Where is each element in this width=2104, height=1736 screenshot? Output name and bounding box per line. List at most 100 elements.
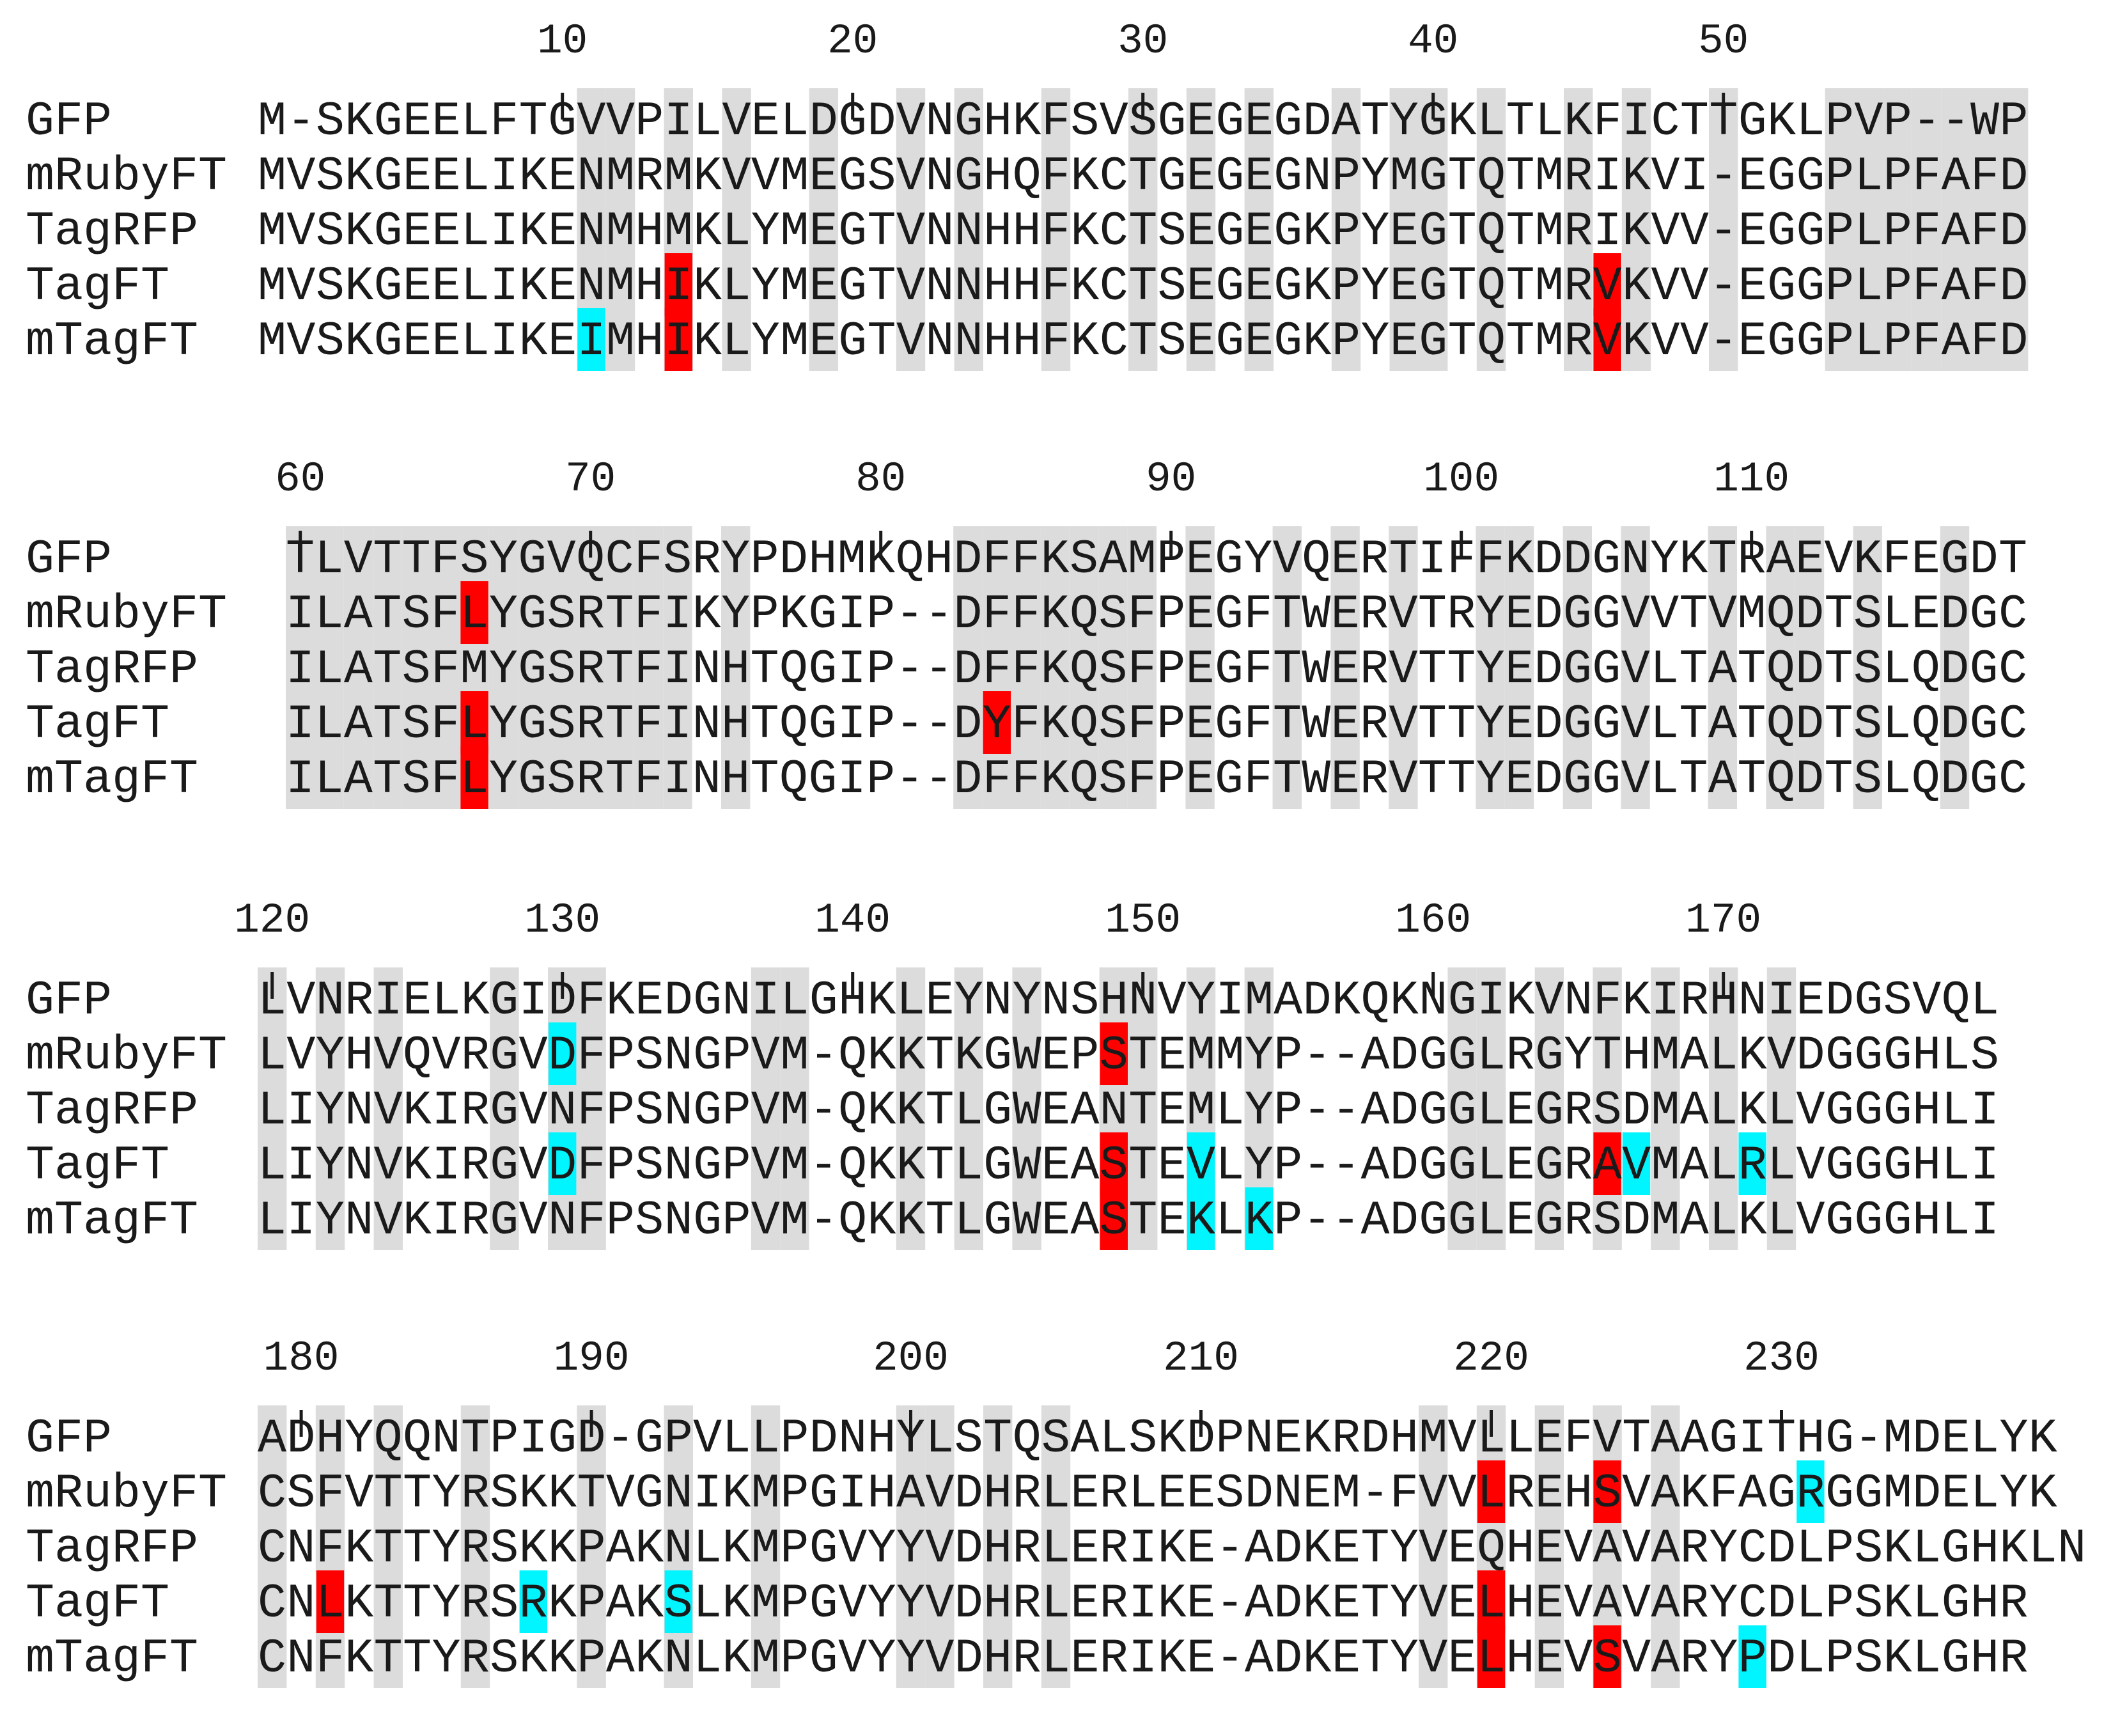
sequence-residues: CNFKTTYRSKKPAKNLKMPGVYYVDHRLERIKE-ADKETY…	[258, 1522, 2086, 1576]
conserved-column	[1331, 88, 1361, 371]
conserved-column	[1330, 526, 1360, 809]
position-number: 130	[524, 896, 600, 944]
sequence-residues: TLVTTFSYGVQCFSRYPDHMKQHDFFKSAMPEGYVQERTI…	[286, 533, 2027, 587]
conserved-column	[315, 967, 345, 1250]
conserved-column	[373, 967, 403, 1250]
conserved-column	[401, 526, 431, 809]
conserved-column	[664, 1405, 693, 1688]
conserved-column	[1709, 88, 1738, 371]
position-number: 190	[554, 1334, 630, 1382]
conserved-column	[577, 1405, 606, 1688]
sequence-name: GFP	[26, 1412, 112, 1466]
conserved-column	[1419, 1405, 1448, 1688]
conserved-column	[1244, 88, 1274, 371]
sequence-residues: MVSKGEELIKEIMHIKLYMEGTVNNHHFKCTSEGEGKPYE…	[258, 315, 2028, 369]
sequence-name: mTagFT	[26, 1194, 198, 1248]
conserved-column	[954, 88, 983, 371]
sequence-name: mTagFT	[26, 1632, 198, 1686]
conserved-column	[1825, 88, 1854, 371]
conserved-column	[1564, 88, 1593, 371]
conserved-column	[1476, 88, 1506, 371]
red-highlight	[460, 691, 488, 754]
red-highlight	[1477, 1460, 1506, 1523]
conserved-column	[663, 526, 692, 809]
conserved-column	[1795, 526, 1825, 809]
position-number: 120	[234, 896, 310, 944]
red-highlight	[664, 308, 692, 371]
sequence-name: mTagFT	[26, 753, 198, 807]
sequence-residues: ILATSFLYGSRTFIKYPKGIP--DFFKQSFPEGFTWERVT…	[286, 588, 2027, 642]
sequence-residues: MVSKGEELIKENMRMKVVMEGSVNGHQFKCTGEGEGNPYM…	[258, 150, 2028, 204]
conserved-column	[258, 967, 287, 1250]
conserved-column	[1970, 88, 1999, 371]
sequence-name: TagRFP	[26, 643, 198, 697]
conserved-column	[1389, 526, 1418, 809]
cyan-highlight	[577, 308, 605, 371]
conserved-column	[518, 526, 547, 809]
conserved-column	[953, 526, 983, 809]
conserved-column	[343, 526, 373, 809]
sequence-residues: MVSKGEELIKENMHMKLYMEGTVNNHHFKCTSEGEGKPYE…	[258, 205, 2028, 259]
position-number: 30	[1118, 17, 1168, 65]
conserved-column	[1476, 526, 1505, 809]
red-highlight	[1477, 1570, 1506, 1633]
conserved-column	[1621, 88, 1651, 371]
sequence-residues: LIYNVKIRGVDFPSNGPVM-QKKTLGWEASTEVLYP--AD…	[258, 1139, 1999, 1193]
conserved-column	[954, 967, 983, 1250]
sequence-name: GFP	[26, 974, 112, 1028]
red-highlight	[1100, 1022, 1128, 1085]
conserved-column	[1912, 88, 1942, 371]
conserved-column	[634, 526, 664, 809]
conserved-column	[780, 967, 809, 1250]
conserved-column	[896, 1405, 926, 1688]
conserved-column	[1766, 526, 1795, 809]
sequence-name: mRubyFT	[26, 1029, 227, 1083]
position-number: 40	[1408, 17, 1458, 65]
position-number: 60	[275, 455, 325, 503]
red-highlight	[983, 691, 1011, 754]
position-number: 150	[1105, 896, 1181, 944]
conserved-column	[1476, 967, 1506, 1250]
sequence-residues: LVNRIELKGIDFKEDGNILGHKLEYNYNSHNVYIMADKQK…	[258, 974, 1999, 1028]
conserved-column	[1621, 526, 1650, 809]
conserved-column	[1272, 526, 1302, 809]
position-number: 210	[1163, 1334, 1239, 1382]
conserved-column	[577, 967, 606, 1250]
red-highlight	[316, 1570, 345, 1633]
red-highlight	[1593, 1132, 1621, 1195]
conserved-column	[1708, 526, 1737, 809]
sequence-name: TagRFP	[26, 1084, 198, 1138]
sequence-name: TagRFP	[26, 1522, 198, 1576]
conserved-column	[1651, 1405, 1680, 1688]
sequence-residues: CNLKTTYRSRKPAKSLKMPGVYYVDHRLERIKE-ADKETY…	[258, 1577, 2028, 1631]
position-number: 110	[1713, 455, 1789, 503]
sequence-residues: MVSKGEELIKENMHIKLYMEGTVNNHHFKCTSEGEGKPYE…	[258, 260, 2028, 314]
sequence-residues: LIYNVKIRGVNFPSNGPVM-QKKTLGWEANTEMLYP--AD…	[258, 1084, 1999, 1138]
conserved-column	[315, 1405, 345, 1688]
conserved-column	[1504, 526, 1534, 809]
cyan-highlight	[549, 1132, 577, 1195]
conserved-column	[1854, 88, 1883, 371]
red-highlight	[460, 581, 488, 644]
sequence-residues: CNFKTTYRSKKPAKNLKMPGVYYVDHRLERIKE-ADKETY…	[258, 1632, 2028, 1686]
conserved-column	[1041, 1405, 1071, 1688]
cyan-highlight	[1187, 1187, 1215, 1250]
conserved-column	[1709, 967, 1738, 1250]
red-highlight	[1593, 1460, 1621, 1523]
conserved-column	[1127, 526, 1157, 809]
conserved-column	[983, 1405, 1013, 1688]
conserved-column	[258, 1405, 287, 1688]
red-highlight	[664, 253, 692, 316]
position-number: 70	[565, 455, 616, 503]
cyan-highlight	[549, 1022, 577, 1085]
conserved-column	[1012, 967, 1041, 1250]
sequence-name: TagFT	[26, 1139, 169, 1193]
conserved-column	[488, 526, 518, 809]
cyan-highlight	[664, 1570, 692, 1633]
conserved-column	[1389, 88, 1419, 371]
cyan-highlight	[519, 1570, 547, 1633]
conserved-column	[722, 88, 751, 371]
conserved-column	[286, 526, 315, 809]
conserved-column	[1069, 526, 1099, 809]
sequence-name: mTagFT	[26, 315, 198, 369]
